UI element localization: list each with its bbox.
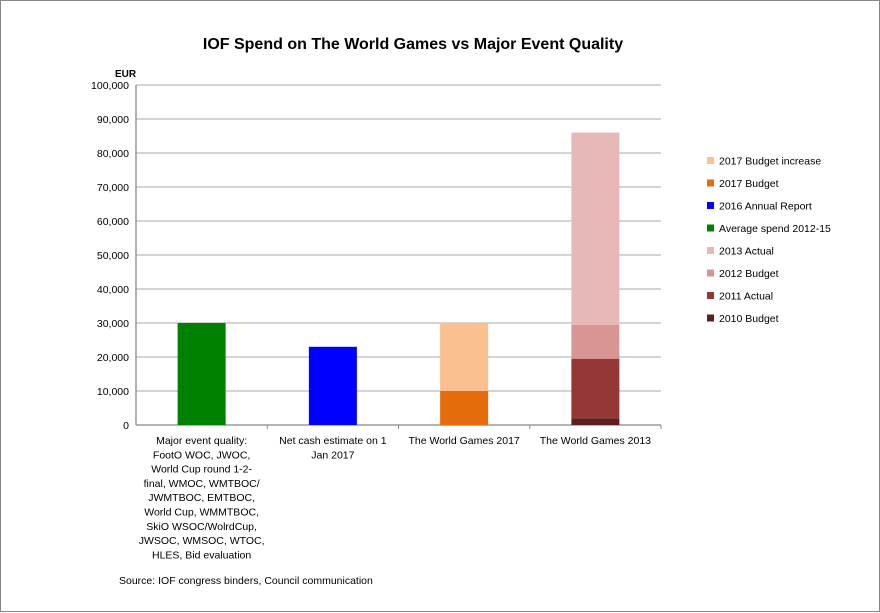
- x-category-label: The World Games 2017: [408, 435, 519, 447]
- x-category-label: SkiO WSOC/WolrdCup,: [146, 521, 257, 533]
- x-category-label: Major event quality:: [156, 435, 247, 447]
- y-tick-label: 0: [123, 420, 129, 432]
- legend-label: 2013 Actual: [719, 246, 774, 258]
- legend-swatch: [707, 179, 714, 187]
- legend-label: 2017 Budget increase: [719, 156, 821, 168]
- x-category-label: Net cash estimate on 1: [279, 435, 387, 447]
- x-category-label: JWMTBOC, EMTBOC,: [148, 492, 255, 504]
- y-tick-label: 50,000: [97, 250, 129, 262]
- legend-swatch: [707, 314, 714, 322]
- bar-2010-budget: [571, 418, 620, 425]
- y-axis-label: EUR: [115, 69, 137, 80]
- bar-2017-budget-increase: [440, 323, 489, 391]
- bar-2016-annual-report: [308, 346, 357, 425]
- legend-swatch: [707, 224, 714, 232]
- chart-title: IOF Spend on The World Games vs Major Ev…: [203, 36, 623, 53]
- legend-label: 2010 Budget: [719, 313, 779, 325]
- legend-label: 2012 Budget: [719, 268, 779, 280]
- y-tick-label: 40,000: [97, 284, 129, 296]
- x-category-label: final, WMOC, WMTBOC/: [144, 478, 260, 490]
- y-tick-label: 60,000: [97, 216, 129, 228]
- source-note: Source: IOF congress binders, Council co…: [119, 575, 373, 587]
- legend-label: 2011 Actual: [719, 291, 773, 303]
- legend-swatch: [707, 202, 714, 209]
- x-category-label: World Cup, WMMTBOC,: [144, 507, 259, 519]
- y-tick-label: 20,000: [97, 352, 129, 364]
- y-tick-label: 100,000: [91, 80, 129, 92]
- x-category-label: FootO WOC, JWOC,: [153, 449, 250, 461]
- x-category-label: The World Games 2013: [540, 435, 651, 447]
- y-tick-label: 30,000: [97, 318, 129, 330]
- bar-average-spend-2012-15: [177, 323, 226, 425]
- bar-2017-budget: [440, 391, 489, 425]
- x-category-label: Jan 2017: [311, 449, 354, 461]
- y-tick-label: 90,000: [97, 114, 129, 126]
- bar-2013-actual: [571, 132, 620, 325]
- bar-2012-budget: [571, 324, 620, 359]
- legend-label: Average spend 2012-15: [719, 223, 831, 235]
- legend-swatch: [707, 292, 714, 299]
- x-category-label: World Cup round 1-2-: [151, 464, 252, 476]
- legend-label: 2017 Budget: [719, 178, 779, 190]
- legend-swatch: [707, 247, 714, 254]
- bar-2011-actual: [571, 358, 620, 419]
- y-tick-label: 10,000: [97, 386, 129, 398]
- x-category-label: HLES, Bid evaluation: [152, 549, 251, 561]
- legend-swatch: [707, 157, 714, 164]
- legend-label: 2016 Annual Report: [719, 201, 812, 213]
- y-tick-label: 80,000: [97, 148, 129, 160]
- legend-swatch: [707, 269, 714, 277]
- x-category-label: JWSOC, WMSOC, WTOC,: [139, 535, 265, 547]
- y-tick-label: 70,000: [97, 182, 129, 194]
